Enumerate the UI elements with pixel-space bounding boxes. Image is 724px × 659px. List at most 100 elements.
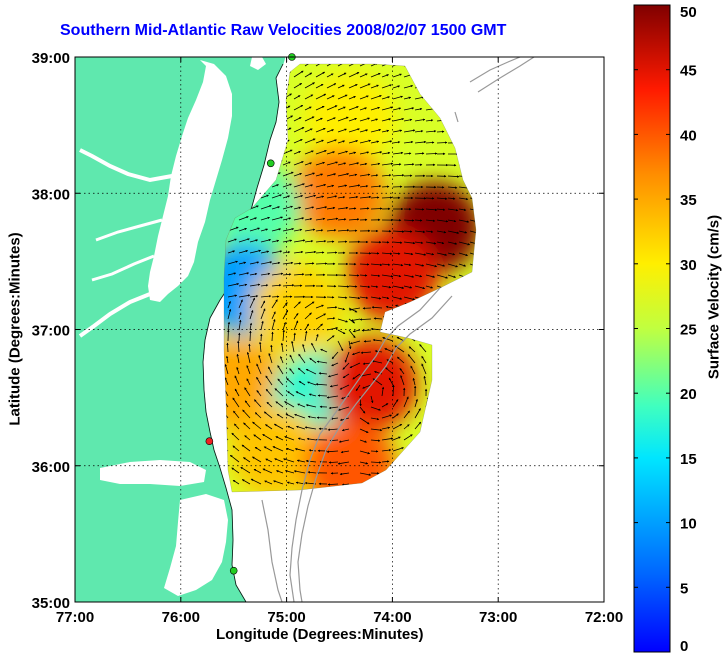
velocity-vector bbox=[327, 428, 339, 431]
velocity-vector bbox=[287, 391, 295, 397]
velocity-vector bbox=[414, 285, 426, 290]
velocity-vector bbox=[371, 306, 383, 309]
velocity-vector bbox=[298, 380, 306, 386]
velocity-vector bbox=[381, 386, 385, 397]
velocity-vector bbox=[381, 140, 393, 144]
velocity-vector bbox=[307, 381, 317, 386]
velocity-vector bbox=[412, 377, 416, 386]
velocity-vector bbox=[260, 194, 269, 199]
velocity-vector bbox=[253, 434, 262, 441]
y-axis-ticks: 35:00 36:00 37:00 38:00 39:00 bbox=[32, 50, 604, 612]
velocity-vector bbox=[340, 450, 350, 454]
velocity-vector bbox=[355, 384, 361, 392]
velocity-vector bbox=[392, 263, 404, 267]
velocity-vector bbox=[277, 378, 284, 386]
velocity-vector bbox=[337, 296, 348, 299]
velocity-vector bbox=[271, 299, 278, 309]
york-river bbox=[91, 254, 155, 282]
velocity-vector bbox=[337, 340, 344, 352]
velocity-vector bbox=[304, 138, 316, 144]
velocity-vector bbox=[263, 411, 273, 419]
velocity-vector bbox=[304, 72, 313, 78]
velocity-vector bbox=[297, 437, 306, 441]
velocity-vector bbox=[348, 329, 356, 339]
velocity-vector bbox=[326, 105, 338, 111]
velocity-vector bbox=[249, 322, 253, 331]
velocity-vector bbox=[392, 107, 402, 111]
velocity-vector bbox=[414, 96, 425, 100]
velocity-vector bbox=[381, 174, 392, 177]
velocity-vector bbox=[265, 388, 273, 397]
velocity-vector bbox=[315, 313, 327, 320]
velocity-vector bbox=[258, 354, 262, 364]
velocity-vector bbox=[241, 479, 251, 485]
velocity-vector bbox=[227, 308, 232, 320]
velocity-vector bbox=[337, 84, 345, 89]
velocity-vector bbox=[447, 197, 456, 200]
velocity-vector bbox=[361, 329, 372, 332]
velocity-vector bbox=[304, 150, 314, 155]
velocity-vector bbox=[381, 185, 390, 188]
velocity-vector bbox=[238, 249, 249, 254]
velocity-vector bbox=[315, 217, 326, 221]
velocity-vector bbox=[414, 408, 421, 419]
velocity-vector bbox=[282, 227, 295, 232]
velocity-vector bbox=[348, 117, 357, 122]
velocity-vector bbox=[246, 365, 251, 375]
velocity-vector bbox=[352, 329, 361, 333]
velocity-vector bbox=[238, 238, 250, 243]
velocity-vector bbox=[293, 95, 301, 100]
velocity-vector bbox=[284, 436, 295, 441]
velocity-vector bbox=[282, 309, 289, 320]
velocity-vector bbox=[282, 251, 291, 254]
velocity-vector bbox=[238, 299, 243, 309]
velocity-vector bbox=[227, 321, 231, 331]
velocity-vector bbox=[348, 207, 357, 210]
velocity-vector bbox=[244, 387, 251, 397]
x-tick-label: 73:00 bbox=[479, 609, 517, 626]
velocity-vector bbox=[265, 424, 273, 430]
y-tick-label: 38:00 bbox=[32, 186, 70, 203]
colorbar-tick-label: 40 bbox=[680, 127, 697, 144]
velocity-vector bbox=[224, 377, 229, 386]
velocity-vector bbox=[305, 404, 317, 408]
velocity-vector bbox=[399, 367, 405, 375]
velocity-vector bbox=[381, 460, 390, 463]
velocity-vector bbox=[315, 304, 324, 309]
velocity-vector bbox=[282, 329, 285, 342]
velocity-vector bbox=[403, 410, 410, 419]
velocity-vector bbox=[359, 117, 370, 122]
x-tick-label: 76:00 bbox=[162, 609, 200, 626]
velocity-vector bbox=[436, 208, 446, 211]
velocity-vector bbox=[238, 216, 249, 221]
velocity-vector bbox=[392, 252, 401, 255]
velocity-vector bbox=[243, 422, 251, 430]
velocity-vector bbox=[359, 95, 369, 100]
velocity-vector bbox=[260, 284, 269, 287]
velocity-vector bbox=[381, 403, 389, 408]
velocity-vector bbox=[268, 366, 273, 375]
velocity-vector bbox=[403, 84, 414, 89]
velocity-vector bbox=[385, 305, 394, 309]
velocity-vector bbox=[326, 229, 337, 232]
velocity-vector bbox=[359, 417, 370, 425]
velocity-vector bbox=[227, 260, 238, 265]
velocity-vector bbox=[283, 458, 295, 463]
velocity-vector bbox=[304, 106, 312, 111]
velocity-vector bbox=[326, 195, 338, 199]
velocity-vector bbox=[232, 479, 240, 485]
velocity-vector bbox=[348, 128, 360, 133]
velocity-vector bbox=[326, 83, 337, 89]
velocity-vector bbox=[348, 307, 361, 311]
velocity-vector bbox=[392, 230, 405, 233]
velocity-vector bbox=[285, 413, 295, 419]
velocity-vector bbox=[410, 365, 416, 375]
velocity-vector bbox=[469, 241, 476, 245]
velocity-vector bbox=[337, 184, 348, 188]
velocity-vector bbox=[362, 384, 372, 389]
velocity-vector bbox=[370, 252, 380, 255]
velocity-vector bbox=[266, 401, 273, 408]
velocity-vector bbox=[252, 456, 262, 463]
velocity-vector bbox=[392, 141, 401, 144]
velocity-vector bbox=[249, 330, 252, 342]
